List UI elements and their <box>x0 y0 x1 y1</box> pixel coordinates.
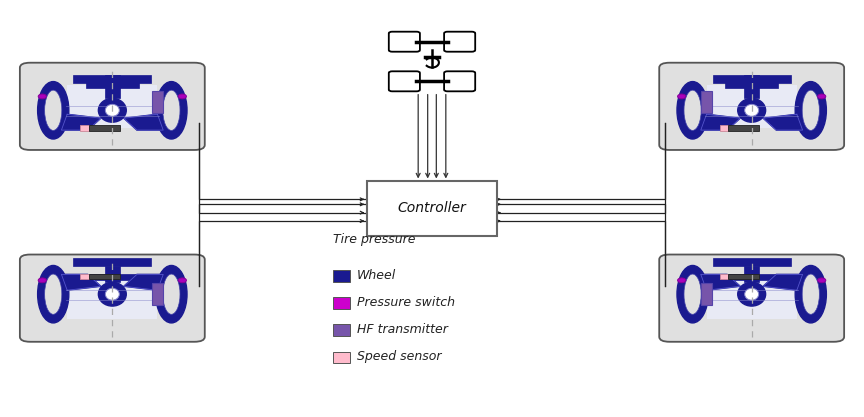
Ellipse shape <box>178 94 187 99</box>
Bar <box>88 274 120 279</box>
Bar <box>725 274 778 280</box>
Bar <box>67 277 157 319</box>
Text: Wheel: Wheel <box>357 269 396 282</box>
Text: HF transmitter: HF transmitter <box>357 323 448 336</box>
FancyBboxPatch shape <box>659 254 844 342</box>
Bar <box>702 283 712 305</box>
Polygon shape <box>124 114 163 130</box>
Ellipse shape <box>802 90 819 131</box>
FancyBboxPatch shape <box>444 32 475 52</box>
Ellipse shape <box>677 82 708 139</box>
Ellipse shape <box>98 282 126 306</box>
Bar <box>80 274 88 279</box>
Polygon shape <box>124 274 163 290</box>
Ellipse shape <box>795 266 826 323</box>
Ellipse shape <box>802 274 819 314</box>
Ellipse shape <box>677 278 686 283</box>
Bar <box>152 283 162 305</box>
Ellipse shape <box>677 94 686 99</box>
Ellipse shape <box>178 278 187 283</box>
Ellipse shape <box>105 104 119 116</box>
Bar <box>702 286 802 302</box>
Bar <box>744 266 759 282</box>
Bar <box>707 85 797 128</box>
Text: Controller: Controller <box>397 201 467 216</box>
Text: Pressure switch: Pressure switch <box>357 296 454 309</box>
Bar <box>62 286 162 302</box>
Bar <box>702 102 802 118</box>
Ellipse shape <box>45 90 62 131</box>
Bar <box>707 277 797 319</box>
Bar <box>86 82 139 88</box>
Text: Tire pressure: Tire pressure <box>333 233 415 246</box>
Polygon shape <box>701 114 740 130</box>
Bar <box>73 75 151 83</box>
Ellipse shape <box>105 288 119 300</box>
Bar <box>720 126 727 131</box>
Bar <box>152 91 162 113</box>
Text: Speed sensor: Speed sensor <box>357 350 442 363</box>
Bar <box>720 274 727 279</box>
FancyBboxPatch shape <box>659 63 844 150</box>
FancyBboxPatch shape <box>20 63 205 150</box>
Ellipse shape <box>745 104 759 116</box>
Bar <box>713 75 791 83</box>
Bar <box>105 75 120 98</box>
Ellipse shape <box>38 278 47 283</box>
Bar <box>727 126 759 131</box>
Ellipse shape <box>684 274 702 314</box>
Polygon shape <box>701 274 740 290</box>
Bar <box>727 274 759 279</box>
Bar <box>702 91 712 113</box>
Polygon shape <box>763 114 803 130</box>
Ellipse shape <box>745 288 759 300</box>
FancyBboxPatch shape <box>389 32 420 52</box>
Ellipse shape <box>817 278 826 283</box>
Ellipse shape <box>817 94 826 99</box>
Bar <box>713 258 791 266</box>
Bar <box>333 324 350 336</box>
Ellipse shape <box>45 274 62 314</box>
Polygon shape <box>61 274 101 290</box>
Ellipse shape <box>38 266 69 323</box>
Ellipse shape <box>162 90 180 131</box>
Bar <box>88 126 120 131</box>
Ellipse shape <box>738 98 766 122</box>
Bar <box>367 181 497 236</box>
Bar <box>725 82 778 88</box>
Ellipse shape <box>795 82 826 139</box>
Ellipse shape <box>677 266 708 323</box>
FancyBboxPatch shape <box>389 71 420 91</box>
Bar <box>80 126 88 131</box>
Bar <box>744 75 759 98</box>
Bar <box>62 102 162 118</box>
Bar <box>105 266 120 282</box>
Ellipse shape <box>156 82 187 139</box>
Bar <box>67 85 157 128</box>
Ellipse shape <box>38 94 47 99</box>
Bar <box>333 270 350 282</box>
Ellipse shape <box>738 282 766 306</box>
Bar <box>333 352 350 363</box>
Polygon shape <box>763 274 803 290</box>
FancyBboxPatch shape <box>444 71 475 91</box>
Bar <box>333 297 350 309</box>
Ellipse shape <box>98 98 126 122</box>
Bar <box>86 274 139 280</box>
Ellipse shape <box>162 274 180 314</box>
Polygon shape <box>61 114 101 130</box>
Ellipse shape <box>38 82 69 139</box>
Ellipse shape <box>156 266 187 323</box>
FancyBboxPatch shape <box>20 254 205 342</box>
Bar <box>73 258 151 266</box>
Ellipse shape <box>684 90 702 131</box>
